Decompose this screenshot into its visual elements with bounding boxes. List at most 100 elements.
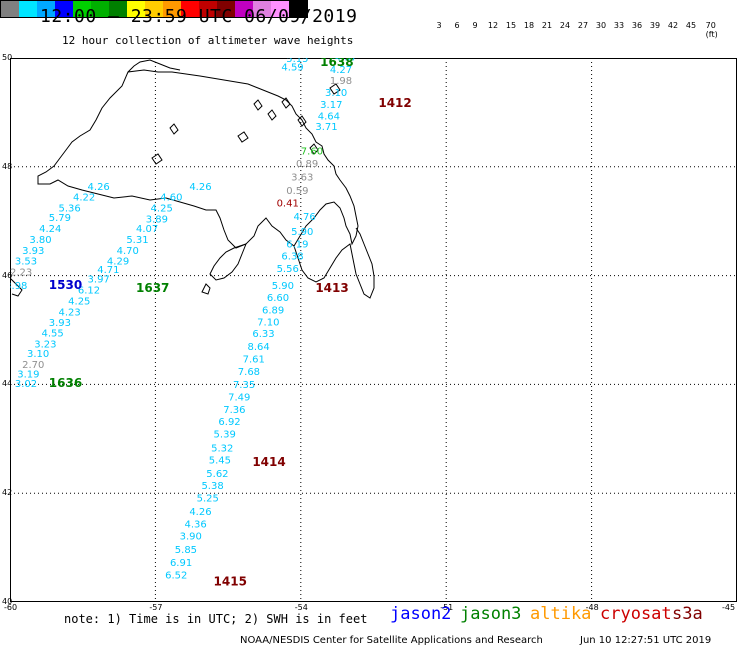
- credit-line: NOAA/NESDIS Center for Satellite Applica…: [240, 635, 543, 646]
- legend-label: 18: [523, 21, 535, 30]
- latitude-label: 48: [2, 161, 13, 171]
- altimeter-tracks: 5.154.594.374.271.983.103.174.643.717.60…: [10, 58, 357, 582]
- wave-height-value: 4.70: [117, 246, 139, 257]
- wave-height-value: 3.93: [22, 246, 44, 257]
- wave-height-value: 6.33: [252, 329, 274, 340]
- wave-height-value: 4.29: [107, 257, 129, 268]
- legend-swatch: [145, 1, 163, 17]
- wave-height-value: 3.63: [291, 172, 313, 183]
- wave-height-value: 4.24: [39, 224, 61, 235]
- wave-height-value: 5.85: [175, 545, 197, 556]
- legend-swatch: [55, 1, 73, 17]
- small-islands: [151, 83, 341, 165]
- wave-height-value: 2.23: [10, 268, 32, 279]
- legend-swatch: [109, 1, 127, 17]
- wave-height-value: 4.23: [58, 307, 80, 318]
- legend-swatch: [235, 1, 253, 17]
- legend-label: 36: [631, 21, 643, 30]
- wave-height-value: 3.93: [49, 318, 71, 329]
- legend-swatch: [199, 1, 217, 17]
- track-1637: 4.264.604.253.894.075.314.704.294.713.97…: [15, 182, 212, 390]
- wave-height-value: 4.71: [97, 265, 119, 276]
- wave-height-value: 3.10: [325, 88, 347, 99]
- legend-swatch: [271, 1, 289, 17]
- wave-height-value: 3.98: [10, 281, 27, 292]
- satellite-s3a: s3a: [672, 604, 703, 624]
- wave-height-value: 8.64: [247, 342, 269, 353]
- wave-height-value: 4.26: [88, 182, 110, 193]
- wave-height-value: 1.98: [330, 76, 352, 87]
- wave-height-value: 6.92: [218, 417, 240, 428]
- wave-height-value: 4.37: [335, 58, 357, 64]
- legend-label: 15: [505, 21, 517, 30]
- map-subtitle: 12 hour collection of altimeter wave hei…: [62, 34, 354, 47]
- latitude-label: 40: [2, 597, 13, 606]
- wave-height-value: 4.26: [189, 507, 211, 518]
- pass-time-label: 1637: [136, 281, 169, 295]
- legend-swatch: [1, 1, 19, 17]
- wave-height-value: 5.56: [277, 264, 299, 275]
- wave-height-value: 3.97: [88, 275, 110, 286]
- wave-height-value: 6.19: [286, 239, 308, 250]
- wave-height-value: 4.25: [68, 296, 90, 307]
- legend-label: 39: [649, 21, 661, 30]
- wave-height-value: 5.25: [197, 493, 219, 504]
- legend-swatch: [289, 1, 307, 17]
- wave-height-value: 3.53: [15, 257, 37, 268]
- wave-height-value: 6.89: [262, 306, 284, 317]
- wave-height-value: 5.90: [291, 227, 313, 238]
- wave-height-value: 6.38: [281, 251, 303, 262]
- wave-height-value: 4.64: [318, 111, 340, 122]
- wave-height-value: 3.23: [34, 339, 56, 350]
- pass-time-label: 1638: [320, 58, 353, 69]
- latitude-label: 44: [2, 379, 13, 389]
- satellite-jason2: jason2: [390, 604, 452, 624]
- wave-height-value: 3.71: [315, 122, 337, 133]
- legend-label: 24: [559, 21, 571, 30]
- legend-label: 45: [685, 21, 697, 30]
- longitude-label: -57: [149, 603, 163, 612]
- pass-time-label: 1415: [214, 575, 247, 589]
- wave-height-value: 6.52: [165, 571, 187, 582]
- pass-time-label: 1413: [315, 281, 348, 295]
- latitude-label: 42: [2, 488, 13, 498]
- legend-swatch: [37, 1, 55, 17]
- legend-label: 42: [667, 21, 679, 30]
- legend-label: 70 (ft): [705, 21, 718, 39]
- legend-label: 9: [472, 21, 478, 30]
- wave-height-value: 7.68: [238, 367, 260, 378]
- legend-swatch: [127, 1, 145, 17]
- legend-swatch: [163, 1, 181, 17]
- wave-height-value: 3.17: [320, 100, 342, 111]
- longitude-label: -60: [4, 603, 18, 612]
- longitude-label: -54: [294, 603, 308, 612]
- wave-height-value: 5.36: [58, 203, 80, 214]
- avalon-peninsula: [293, 227, 375, 299]
- generated-timestamp: Jun 10 12:27:51 UTC 2019: [580, 635, 712, 646]
- track-1530: 4.264.225.365.794.243.803.933.532.23 3.98: [10, 182, 110, 292]
- legend-label: 27: [577, 21, 589, 30]
- legend-label: 3: [436, 21, 442, 30]
- track-1638-1412: 5.154.59 4.374.271.983.103.174.643.71 7.60…: [277, 58, 357, 210]
- pass-time-label: 1412: [378, 96, 411, 110]
- wave-height-value: 4.55: [42, 329, 64, 340]
- wave-height-value: 6.60: [267, 293, 289, 304]
- wave-height-value: 7.36: [223, 405, 245, 416]
- pass-time-label: 1636: [49, 376, 82, 390]
- wave-height-value: 5.38: [201, 481, 223, 492]
- wave-height-value: 5.79: [49, 213, 71, 224]
- map-title: 12:00 – 23:59 UTC 06/09/2019: [40, 6, 358, 27]
- wave-height-value: 5.15: [286, 58, 308, 65]
- wave-height-value: 4.36: [184, 519, 206, 530]
- wave-height-value: 4.27: [330, 65, 352, 76]
- wave-height-value: 0.89: [296, 159, 318, 170]
- coastline: [10, 59, 375, 299]
- burin-peninsula: [209, 243, 247, 281]
- wave-height-value: 0.59: [286, 186, 308, 197]
- wave-height-value: 4.26: [189, 182, 211, 193]
- legend-swatch: [19, 1, 37, 17]
- legend-label: 6: [454, 21, 460, 30]
- lat-lon-grid: [10, 58, 737, 602]
- wave-height-value: 6.12: [78, 286, 100, 297]
- wave-height-value: 3.89: [146, 214, 168, 225]
